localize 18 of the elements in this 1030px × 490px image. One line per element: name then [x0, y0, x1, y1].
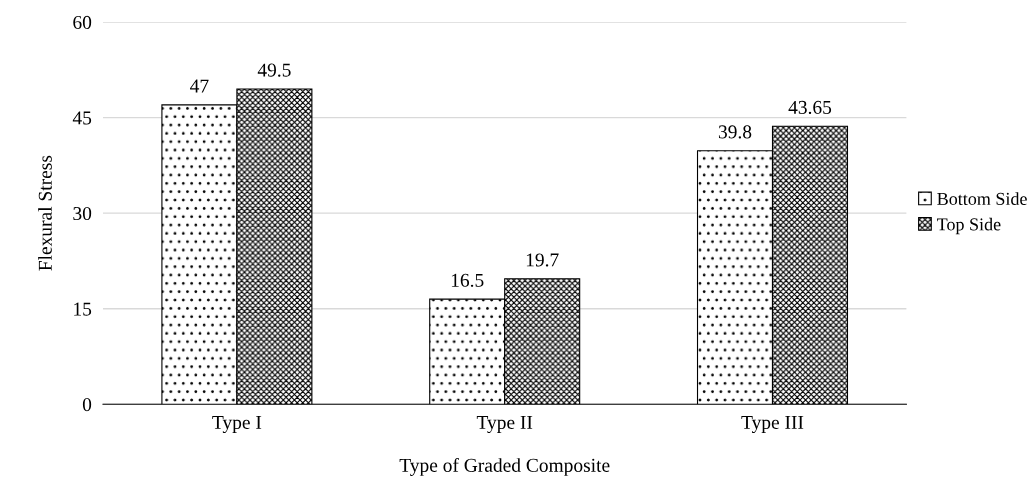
y-tick-label: 45: [72, 111, 92, 125]
x-axis-title: Type of Graded Composite: [399, 457, 610, 476]
x-tick-label: Type III: [741, 416, 804, 433]
data-label: 47: [190, 79, 209, 93]
legend-label: Bottom Side: [937, 192, 1027, 205]
data-label: 19.7: [526, 253, 559, 267]
y-tick-label: 60: [73, 15, 92, 29]
data-label: 16.5: [451, 273, 484, 287]
data-label: 49.5: [257, 63, 291, 77]
y-tick-label: 30: [73, 206, 92, 221]
x-tick-label: Type II: [476, 416, 533, 433]
y-tick-label: 15: [74, 302, 92, 316]
y-axis-title: Flexural Stress: [38, 155, 52, 271]
x-tick-label: Type I: [212, 416, 262, 433]
data-label: 43.65: [788, 100, 832, 114]
y-tick-label: 0: [82, 398, 92, 412]
data-label: 39.8: [718, 125, 752, 139]
legend-label: Top Side: [937, 217, 1001, 235]
